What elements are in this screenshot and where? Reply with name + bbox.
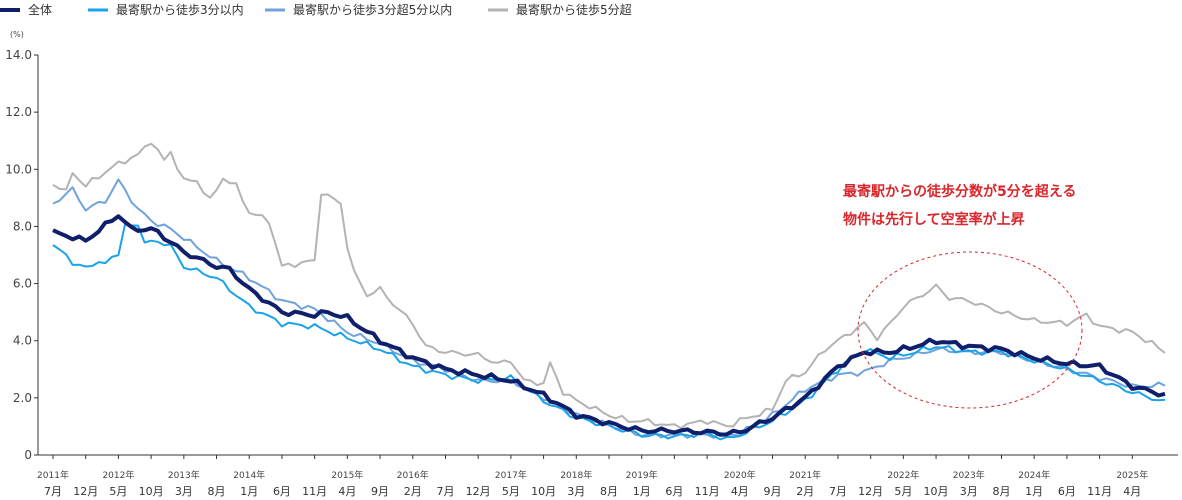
- x-month-label: 12月: [73, 485, 98, 498]
- y-tick-label: 0: [24, 448, 32, 462]
- y-tick-label: 12.0: [5, 105, 32, 119]
- x-year-label: 2022年: [887, 469, 919, 481]
- legend-label-4: 最寄駅から徒歩5分超: [516, 2, 632, 17]
- series-layer: [52, 142, 1166, 441]
- x-month-label: 7月: [829, 485, 847, 498]
- series-line-overall: [52, 214, 1166, 437]
- y-tick-label: 10.0: [5, 162, 32, 176]
- x-month-label: 4月: [338, 485, 356, 498]
- x-month-label: 8月: [992, 485, 1010, 498]
- x-month-label: 6月: [1058, 485, 1076, 498]
- x-month-label: 3月: [175, 485, 193, 498]
- x-month-label: 10月: [139, 485, 164, 498]
- x-month-label: 4月: [731, 485, 749, 498]
- x-month-label: 1月: [633, 485, 651, 498]
- x-month-label: 2月: [404, 485, 422, 498]
- x-month-label: 11月: [695, 485, 720, 498]
- x-year-label: 2016年: [397, 469, 429, 481]
- x-month-label: 6月: [665, 485, 683, 498]
- x-month-label: 8月: [600, 485, 618, 498]
- series-line-within-3min: [52, 223, 1166, 441]
- y-tick-label: 4.0: [13, 334, 32, 348]
- x-month-label: 7月: [436, 485, 454, 498]
- x-month-label: 5月: [109, 485, 127, 498]
- annotation-line-1: 最寄駅からの徒歩分数が5分を超える: [843, 183, 1076, 200]
- y-axis-unit-label: (%): [10, 30, 24, 39]
- x-month-label: 3月: [567, 485, 585, 498]
- y-tick-label: 8.0: [13, 219, 32, 233]
- x-month-label: 4月: [1123, 485, 1141, 498]
- y-tick-label: 2.0: [13, 391, 32, 405]
- legend-label-1: 全体: [28, 2, 52, 17]
- x-month-label: 3月: [960, 485, 978, 498]
- x-year-label: 2024年: [1018, 469, 1050, 481]
- x-month-label: 1月: [1025, 485, 1043, 498]
- x-month-label: 2月: [796, 485, 814, 498]
- x-year-label: 2017年: [495, 469, 527, 481]
- x-month-label: 10月: [924, 485, 949, 498]
- legend: 全体 最寄駅から徒歩3分以内 最寄駅から徒歩3分超5分以内 最寄駅から徒歩5分超: [0, 2, 632, 17]
- x-month-label: 9月: [371, 485, 389, 498]
- x-year-label: 2025年: [1116, 469, 1148, 481]
- x-month-label: 10月: [531, 485, 556, 498]
- y-tick-label: 14.0: [5, 48, 32, 62]
- x-month-label: 6月: [273, 485, 291, 498]
- x-year-label: 2012年: [102, 469, 134, 481]
- x-axis: 2011年 7月 12月 2012年 5月 10月 2013年 3月 8月 2014年 1月 6月 11…: [37, 454, 1178, 498]
- x-year-label: 2013年: [168, 469, 200, 481]
- series-line-over-5min: [52, 142, 1166, 430]
- x-month-label: 8月: [208, 485, 226, 498]
- x-month-label: 5月: [894, 485, 912, 498]
- x-month-label: 11月: [302, 485, 327, 498]
- x-month-label: 11月: [1087, 485, 1112, 498]
- y-axis: 0 2.0 4.0 6.0 8.0 10.0 12.0 14.0: [5, 48, 39, 462]
- x-year-label: 2019年: [626, 469, 658, 481]
- x-year-label: 2023年: [953, 469, 985, 481]
- highlight-ellipse: [857, 251, 1083, 409]
- x-month-label: 12月: [858, 485, 883, 498]
- legend-label-3: 最寄駅から徒歩3分超5分以内: [293, 2, 452, 17]
- x-month-label: 9月: [764, 485, 782, 498]
- x-year-label: 2021年: [789, 469, 821, 481]
- x-month-label: 5月: [502, 485, 520, 498]
- y-tick-label: 6.0: [13, 277, 32, 291]
- legend-label-2: 最寄駅から徒歩3分以内: [116, 2, 244, 17]
- x-month-label: 1月: [240, 485, 258, 498]
- x-month-label: 7月: [44, 485, 62, 498]
- x-month-label: 12月: [466, 485, 491, 498]
- x-year-label: 2011年: [37, 469, 69, 481]
- x-year-label: 2020年: [724, 469, 756, 481]
- annotation-line-2: 物件は先行して空室率が上昇: [843, 211, 1025, 228]
- x-year-label: 2014年: [233, 469, 265, 481]
- x-year-label: 2018年: [560, 469, 592, 481]
- x-year-label: 2015年: [331, 469, 363, 481]
